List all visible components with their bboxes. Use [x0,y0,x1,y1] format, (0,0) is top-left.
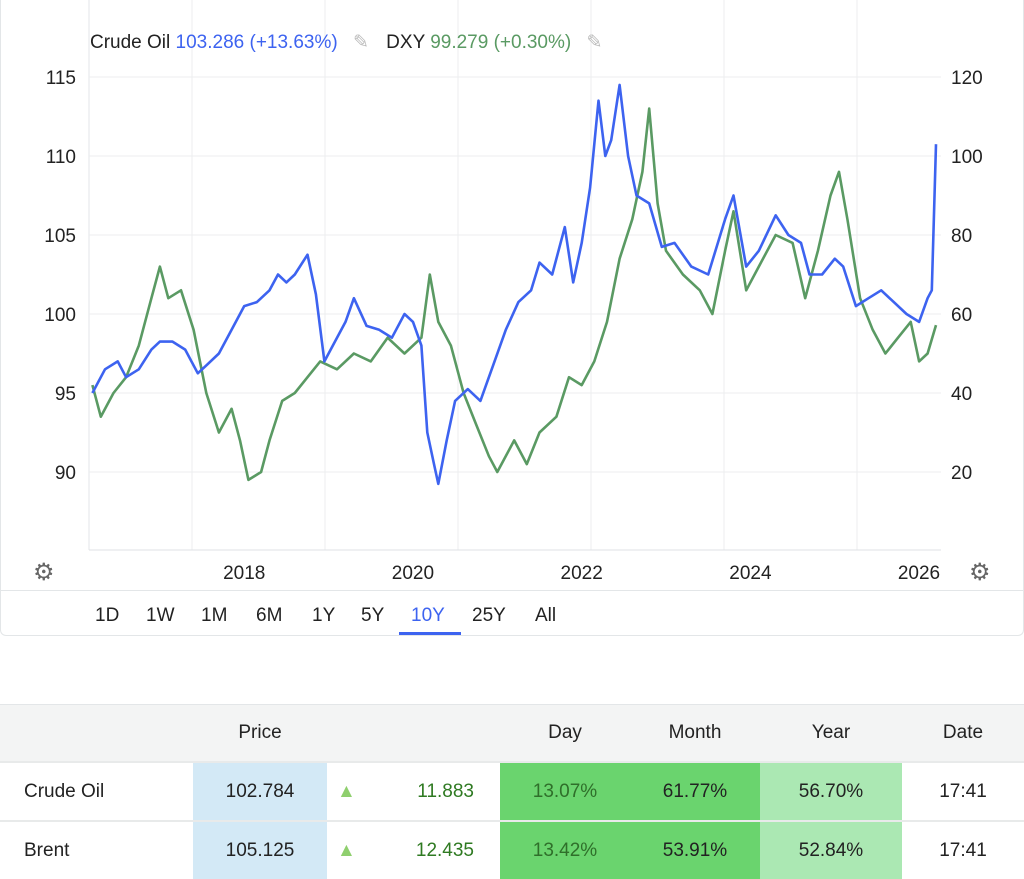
row-name[interactable]: Brent [0,820,193,879]
right-axis-tick: 100 [951,147,983,168]
table-header: Price Day Month Year Date [0,704,1024,762]
header-name [0,704,193,762]
range-1w[interactable]: 1W [146,605,175,626]
left-axis-tick: 115 [46,68,76,89]
row-day: 13.42% [500,820,630,879]
header-day[interactable]: Day [500,704,630,762]
x-axis-tick: 2024 [729,563,772,584]
range-all[interactable]: All [535,605,557,626]
legend-dxy-value: 99.279 (+0.30%) [430,32,572,53]
range-10y[interactable]: 10Y [411,605,445,626]
right-axis-tick: 80 [951,226,972,247]
range-25y[interactable]: 25Y [472,605,506,626]
crude-oil-series-line [91,83,938,486]
left-axis-tick: 105 [44,226,76,247]
x-axis-tick: 2020 [392,563,434,584]
range-6m[interactable]: 6M [256,605,283,626]
header-change [327,704,500,762]
chart-legend: Crude Oil 103.286 (+13.63%) ✎ DXY 99.279… [90,31,614,54]
range-5y[interactable]: 5Y [361,605,385,626]
row-date: 17:41 [902,761,1024,821]
quotes-table: Price Day Month Year Date Crude Oil 102.… [0,704,1024,879]
left-axis-settings-gear-icon[interactable]: ⚙ [33,559,55,586]
row-day: 13.07% [500,761,630,821]
header-year[interactable]: Year [760,704,902,762]
up-arrow-icon: ▲ [327,761,367,821]
row-price: 105.125 [193,820,327,879]
right-axis-settings-gear-icon[interactable]: ⚙ [969,559,991,586]
right-axis-tick: 60 [951,305,972,326]
row-date: 17:41 [902,820,1024,879]
left-axis-tick: 110 [46,147,76,168]
row-change: 11.883 [367,761,500,821]
edit-crude-pencil-icon[interactable]: ✎ [352,32,369,53]
row-price: 102.784 [193,761,327,821]
header-date: Date [902,704,1024,762]
left-axis-tick: 90 [55,463,76,484]
legend-dxy-name: DXY [386,32,425,53]
up-arrow-icon: ▲ [327,820,367,879]
range-1m[interactable]: 1M [201,605,228,626]
range-selector: 1D 1W 1M 6M 1Y 5Y 10Y 25Y All [1,590,1023,635]
row-change: 12.435 [367,820,500,879]
right-axis-tick: 20 [951,463,972,484]
active-range-underline [399,632,461,635]
header-month[interactable]: Month [630,704,760,762]
left-axis-tick: 100 [44,305,76,326]
range-1y[interactable]: 1Y [312,605,336,626]
row-month: 61.77% [630,761,760,821]
dxy-series-line [91,107,938,482]
range-1d[interactable]: 1D [95,605,120,626]
right-axis-tick: 40 [951,384,972,405]
x-axis-tick: 2026 [898,563,940,584]
chart-panel: 115 110 105 100 95 90 120 100 80 60 40 20 2018 2020 20… [0,0,1024,636]
row-name[interactable]: Crude Oil [0,761,193,821]
legend-crude-name: Crude Oil [90,32,171,53]
legend-crude-value: 103.286 (+13.63%) [175,32,338,53]
row-year: 56.70% [760,761,902,821]
table-row[interactable]: Brent 105.125 ▲ 12.435 13.42% 53.91% 52.… [0,820,1024,879]
left-axis-tick: 95 [55,384,76,405]
right-axis-tick: 120 [951,68,983,89]
row-month: 53.91% [630,820,760,879]
row-year: 52.84% [760,820,902,879]
line-chart[interactable]: 115 110 105 100 95 90 120 100 80 60 40 20 2018 2020 20… [1,0,1023,590]
header-price[interactable]: Price [193,704,327,762]
x-axis-tick: 2018 [223,563,265,584]
table-row[interactable]: Crude Oil 102.784 ▲ 11.883 13.07% 61.77%… [0,761,1024,821]
edit-dxy-pencil-icon[interactable]: ✎ [586,32,603,53]
x-axis-tick: 2022 [561,563,603,584]
